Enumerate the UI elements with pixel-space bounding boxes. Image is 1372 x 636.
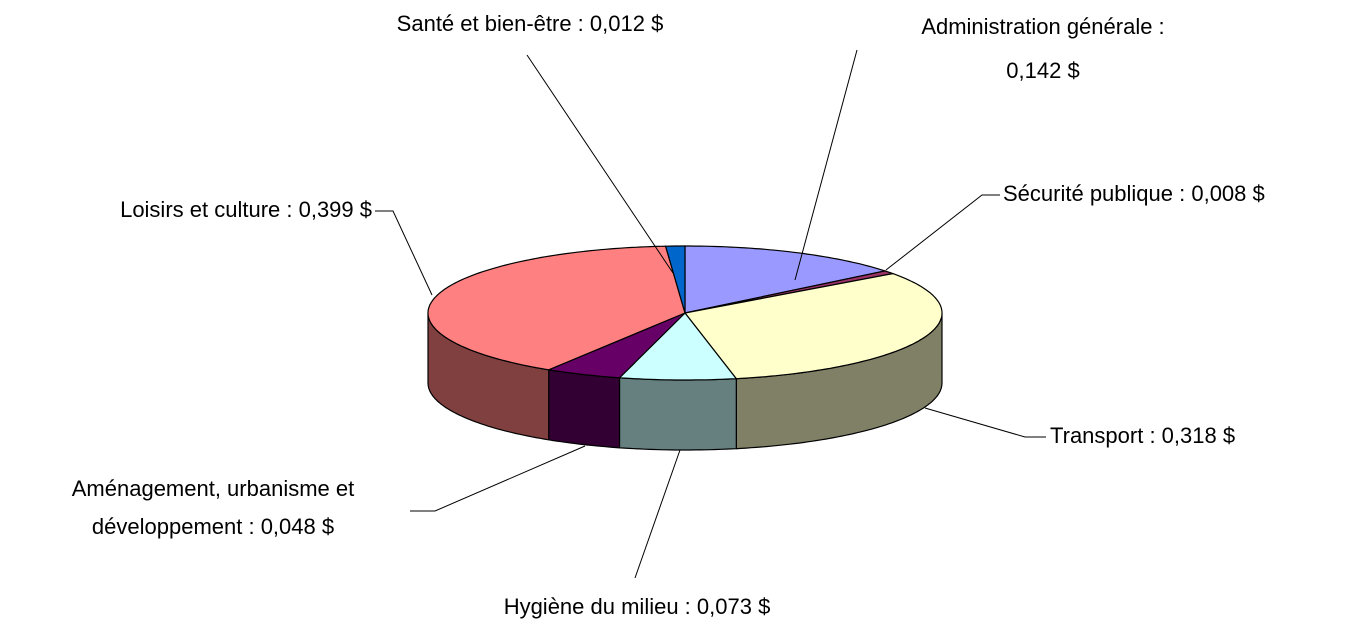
leader-line (885, 194, 1000, 271)
slice-side (548, 369, 621, 449)
data-label: Sécurité publique : 0,008 $ (1003, 181, 1265, 206)
leader-line (526, 54, 674, 274)
slice (664, 245, 686, 314)
slice (546, 312, 686, 379)
data-label-line: Transport : 0,318 $ (1050, 423, 1235, 448)
leader-line (410, 445, 586, 512)
data-label-line: Aménagement, urbanisme et (72, 476, 355, 501)
data-label-line: Loisirs et culture : 0,399 $ (120, 197, 372, 222)
data-label-line: 0,142 $ (1006, 58, 1079, 83)
data-label-line: développement : 0,048 $ (92, 514, 334, 539)
data-label-line: Hygiène du milieu : 0,073 $ (504, 594, 771, 619)
data-label: Transport : 0,318 $ (1050, 423, 1235, 448)
leader-line (794, 49, 858, 281)
slice (683, 272, 943, 380)
data-label-line: Administration générale : (921, 14, 1164, 39)
leader-line (375, 210, 433, 296)
leader-line (634, 449, 681, 579)
data-label-line: Santé et bien-être : 0,012 $ (397, 11, 664, 36)
data-label-line: Sécurité publique : 0,008 $ (1003, 181, 1265, 206)
data-label: Loisirs et culture : 0,399 $ (120, 197, 372, 222)
data-label: Aménagement, urbanisme et développement :… (72, 476, 355, 539)
slice (684, 245, 886, 314)
slice (618, 312, 738, 381)
slice-side (618, 377, 737, 451)
data-label: Administration générale : 0,142 $ (921, 14, 1164, 83)
leader-line (924, 407, 1046, 438)
data-label: Santé et bien-être : 0,012 $ (397, 11, 664, 36)
data-label: Hygiène du milieu : 0,073 $ (504, 594, 771, 619)
slice (427, 245, 686, 371)
